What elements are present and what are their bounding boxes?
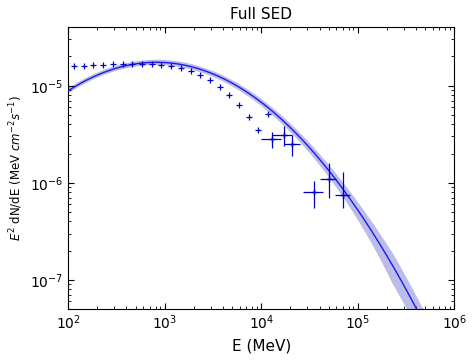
- Y-axis label: $E^2$ dN/dE (MeV $cm^{-2}s^{-1}$): $E^2$ dN/dE (MeV $cm^{-2}s^{-1}$): [7, 95, 25, 241]
- X-axis label: E (MeV): E (MeV): [232, 338, 291, 353]
- Title: Full SED: Full SED: [230, 7, 292, 22]
